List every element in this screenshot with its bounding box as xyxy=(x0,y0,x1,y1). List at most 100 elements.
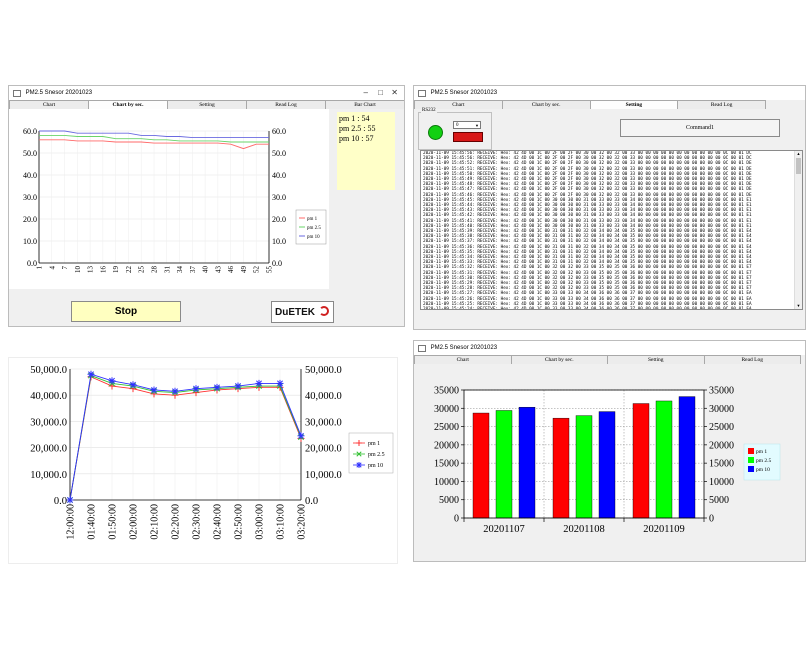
log-line: 2020-11-09 15:45:31: RECEIVE: Hex: 42 4D… xyxy=(423,270,752,276)
series-point xyxy=(88,371,94,378)
log-line: 2020-11-09 15:45:35: RECEIVE: Hex: 42 4D… xyxy=(423,249,752,255)
minimize-icon[interactable]: – xyxy=(363,88,368,97)
log-line: 2020-11-09 15:45:24: RECEIVE: Hex: 42 4D… xyxy=(423,307,752,310)
tab-read-log[interactable]: Read Log xyxy=(246,100,326,109)
y-tick-label: 50,000.0 xyxy=(30,365,67,376)
x-tick-label: 40 xyxy=(202,266,210,274)
log-line: 2020-11-09 15:45:26: RECEIVE: Hex: 42 4D… xyxy=(423,296,752,302)
tab-chart-by-sec[interactable]: Chart by sec. xyxy=(88,100,168,109)
series-point xyxy=(277,380,283,387)
y-tick-label: 20.0 xyxy=(23,215,37,224)
app-icon xyxy=(418,89,426,97)
y2-tick-label: 30.0 xyxy=(272,193,286,202)
x-tick-label: 01:40:00 xyxy=(87,504,98,540)
readout-pm10: pm 10 : 57 xyxy=(339,134,374,143)
plot-border xyxy=(463,389,705,519)
x-tick-label: 46 xyxy=(227,266,235,274)
scroll-up-icon[interactable]: ▲ xyxy=(796,151,801,156)
command1-button[interactable]: Command1 xyxy=(620,119,780,137)
pm-line-chart-daily: 0.0 0.0 10,000.0 10,000.0 20,000.0 20,000.0 30… xyxy=(30,365,394,540)
tab-chart[interactable]: Chart xyxy=(9,100,89,109)
legend-label: pm 1 xyxy=(756,449,767,455)
x-tick-label: 52 xyxy=(253,266,261,274)
legend-box xyxy=(295,209,327,245)
port-combo[interactable]: 0 ▼ xyxy=(453,121,481,129)
tab-setting[interactable]: Setting xyxy=(589,100,679,109)
series-point xyxy=(193,385,199,392)
series-point xyxy=(151,386,157,393)
y2-tick-label: 20000 xyxy=(709,440,734,451)
y-tick-label: 15000 xyxy=(434,459,459,470)
chevron-down-icon: ▼ xyxy=(475,123,479,128)
connect-button[interactable] xyxy=(453,132,483,142)
scroll-thumb[interactable] xyxy=(796,158,801,174)
x-tick-label: 16 xyxy=(99,266,107,274)
y-tick-label: 30.0 xyxy=(23,193,37,202)
x-tick-label: 31 xyxy=(163,266,171,274)
tab-bar: Chart Chart by sec. Setting Read Log xyxy=(414,355,801,364)
legend-swatch xyxy=(748,466,754,472)
scroll-down-icon[interactable]: ▼ xyxy=(796,303,801,308)
y-tick-label: 40,000.0 xyxy=(30,391,67,402)
status-led-icon xyxy=(428,125,443,140)
legend-label: pm 1 xyxy=(307,217,318,222)
x-tick-label: 49 xyxy=(240,266,248,274)
log-line: 2020-11-09 15:45:48: RECEIVE: Hex: 42 4D… xyxy=(423,182,752,188)
bar-3 xyxy=(518,406,536,519)
y-tick-label: 10,000.0 xyxy=(30,470,67,481)
log-line: 2020-11-09 15:45:39: RECEIVE: Hex: 42 4D… xyxy=(423,229,752,235)
y2-tick-label: 35000 xyxy=(709,386,734,397)
y-tick-label: 0 xyxy=(454,514,459,525)
y2-tick-label: 30,000.0 xyxy=(305,417,342,428)
y2-tick-label: 0.0 xyxy=(305,496,318,507)
close-icon[interactable]: ✕ xyxy=(391,88,398,97)
tab-chart-by-sec[interactable]: Chart by sec. xyxy=(510,355,608,364)
legend-box xyxy=(348,432,394,474)
x-tick-label: 10 xyxy=(74,266,82,274)
tab-chart-by-sec[interactable]: Chart by sec. xyxy=(501,100,591,109)
y2-tick-label: 0 xyxy=(709,514,714,525)
y2-tick-label: 10,000.0 xyxy=(305,470,342,481)
y2-tick-label: 0.0 xyxy=(272,259,282,268)
x-tick-label: 02:00:00 xyxy=(129,504,140,540)
maximize-icon[interactable]: □ xyxy=(378,88,383,97)
title-bar: PM2.5 Snesor 20201023 xyxy=(414,341,805,355)
x-tick-label: 20201108 xyxy=(563,524,605,535)
legend-swatch xyxy=(748,448,754,454)
series-point xyxy=(172,388,178,395)
x-tick-label: 13 xyxy=(87,266,95,274)
readout-box: pm 1 : 54 pm 2.5 : 55 pm 10 : 57 xyxy=(337,112,395,190)
stop-button[interactable]: Stop xyxy=(71,301,181,322)
pm-line-chart-by-sec: 0.0 0.0 10.0 10.0 20.0 20.0 30.0 30.0 40.0 40.0 50… xyxy=(9,109,329,289)
x-tick-label: 55 xyxy=(266,266,274,274)
legend-swatch xyxy=(748,457,754,463)
y2-tick-label: 40,000.0 xyxy=(305,391,342,402)
receive-log: 2020-11-09 15:45:56: RECEIVE: Hex: 42 4D… xyxy=(420,150,803,310)
series-point xyxy=(256,380,262,387)
y-tick-label: 35000 xyxy=(434,386,459,397)
y-tick-label: 25000 xyxy=(434,422,459,433)
y-tick-label: 30,000.0 xyxy=(30,417,67,428)
y2-tick-label: 50,000.0 xyxy=(305,365,342,376)
chart-background xyxy=(9,109,329,289)
log-scrollbar[interactable]: ▲ ▼ xyxy=(794,151,802,309)
tab-read-log[interactable]: Read Log xyxy=(703,355,801,364)
y-tick-label: 5000 xyxy=(439,495,459,506)
y2-tick-label: 15000 xyxy=(709,459,734,470)
tab-setting[interactable]: Setting xyxy=(167,100,247,109)
y-tick-label: 10000 xyxy=(434,477,459,488)
tab-bar-chart[interactable]: Bar Chart xyxy=(325,100,404,109)
log-line: 2020-11-09 15:45:25: RECEIVE: Hex: 42 4D… xyxy=(423,301,752,307)
y2-tick-label: 10000 xyxy=(709,477,734,488)
series-line-2 xyxy=(69,374,302,501)
x-tick-label: 37 xyxy=(189,266,197,274)
tab-setting[interactable]: Setting xyxy=(607,355,705,364)
y2-tick-label: 5000 xyxy=(709,495,729,506)
duetek-logo: DuETEK xyxy=(271,301,334,323)
tab-read-log[interactable]: Read Log xyxy=(677,100,766,109)
x-tick-label: 20201109 xyxy=(643,524,685,535)
tab-chart[interactable]: Chart xyxy=(414,355,512,364)
bar-3 xyxy=(598,411,616,519)
log-line: 2020-11-09 15:45:29: RECEIVE: Hex: 42 4D… xyxy=(423,281,752,287)
legend-label: pm 10 xyxy=(368,463,383,469)
